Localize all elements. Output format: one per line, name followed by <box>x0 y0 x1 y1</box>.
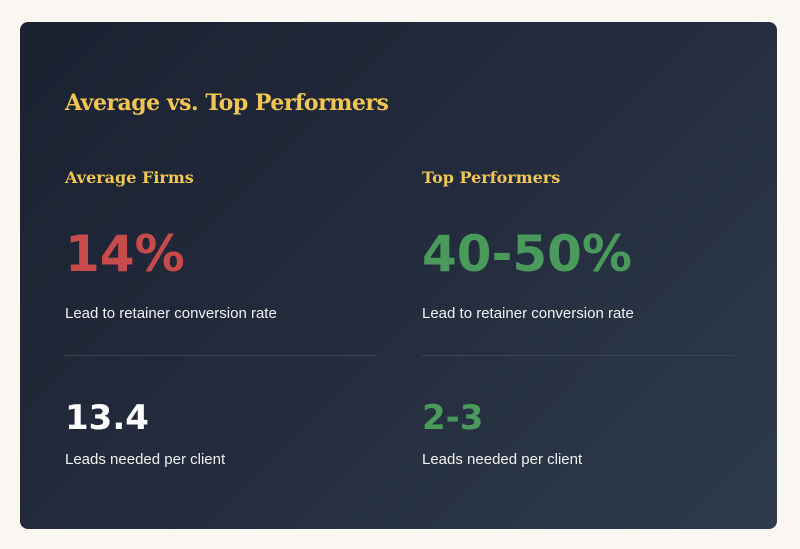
column-heading: Average Firms <box>65 168 194 187</box>
column-heading: Top Performers <box>422 168 561 187</box>
divider <box>422 355 734 356</box>
divider <box>65 355 377 356</box>
leads-label: Leads needed per client <box>65 451 226 468</box>
leads-value: 2-3 <box>422 398 484 438</box>
conversion-rate-label: Lead to retainer conversion rate <box>65 305 277 322</box>
conversion-rate-label: Lead to retainer conversion rate <box>422 305 634 322</box>
conversion-rate-value: 40-50% <box>422 225 633 283</box>
conversion-rate-value: 14% <box>65 225 185 283</box>
comparison-card: Average vs. Top Performers Average Firms… <box>20 22 777 529</box>
card-title: Average vs. Top Performers <box>65 90 389 116</box>
leads-label: Leads needed per client <box>422 451 583 468</box>
leads-value: 13.4 <box>65 398 149 438</box>
